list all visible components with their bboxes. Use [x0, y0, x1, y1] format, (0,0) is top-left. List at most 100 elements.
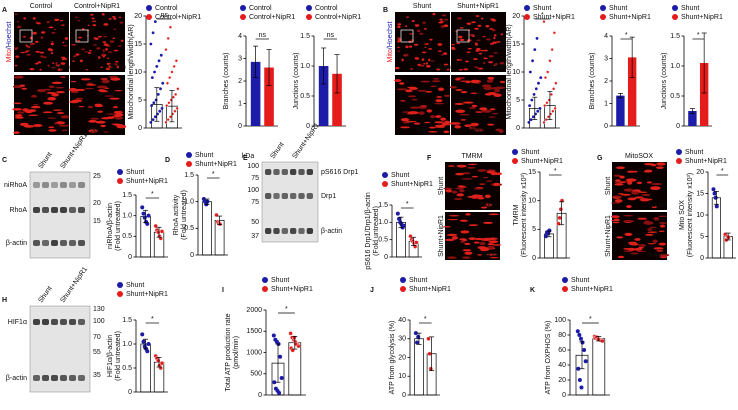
data-point — [557, 215, 562, 221]
micrograph-signal — [48, 126, 55, 129]
micrograph-signal — [475, 15, 480, 17]
y-tick-label: 0 — [604, 123, 608, 130]
micrograph-signal — [630, 252, 639, 255]
micrograph-signal — [468, 224, 479, 227]
micrograph-signal — [436, 96, 442, 98]
data-point — [164, 120, 168, 124]
blot-band — [281, 228, 288, 234]
legend-marker — [117, 291, 123, 297]
blot-band — [33, 240, 40, 246]
error-bar — [334, 54, 340, 94]
blot-band — [273, 228, 280, 234]
bar — [202, 201, 212, 256]
blot-band — [60, 319, 67, 325]
micrograph-signal — [63, 57, 68, 60]
blot-band — [69, 319, 76, 325]
label: Shunt — [37, 151, 53, 170]
micrograph-signal — [103, 95, 115, 97]
micrograph-signal — [58, 124, 70, 127]
micrograph-signal — [481, 84, 492, 88]
y-tick-label: 100 — [554, 317, 566, 324]
micrograph-signal — [20, 51, 26, 54]
micrograph-signal — [466, 166, 476, 169]
panel-label: A — [2, 7, 7, 14]
data-point — [397, 216, 402, 221]
micrograph-signal — [12, 107, 23, 111]
y-tick-label: 2000 — [246, 307, 262, 314]
significance-label: * — [151, 191, 154, 198]
micrograph-signal — [649, 226, 657, 229]
data-point — [159, 361, 165, 366]
micrograph-signal — [657, 215, 668, 217]
blot-band — [42, 182, 49, 188]
micrograph-signal — [114, 90, 123, 92]
legend-label: Shunt+NipR1 — [681, 14, 723, 21]
micrograph-signal — [433, 78, 440, 80]
micrograph-signal — [441, 122, 451, 126]
data-point — [174, 59, 178, 63]
micrograph-signal — [426, 64, 431, 68]
blot-band — [265, 228, 272, 234]
y-tick-label: 1.5 — [670, 33, 680, 40]
micrograph-signal — [112, 37, 116, 39]
micrograph-signal — [100, 124, 107, 128]
inset-box — [456, 29, 470, 43]
label: Control — [30, 3, 53, 10]
y-tick-label: 3 — [604, 55, 608, 62]
micrograph-signal — [485, 24, 490, 28]
data-point — [272, 380, 277, 385]
micrograph-signal — [473, 58, 478, 60]
micrograph-signal — [61, 129, 68, 132]
micrograph-signal — [105, 67, 111, 71]
significance-label: * — [697, 32, 700, 39]
micrograph-signal — [421, 58, 425, 61]
y-tick-label: 0 — [516, 125, 520, 132]
micrograph-signal — [27, 45, 31, 48]
micrograph-signal — [32, 124, 43, 127]
data-point — [543, 103, 547, 108]
micrograph-signal — [486, 180, 493, 182]
micrograph-signal — [489, 257, 499, 259]
y-tick-label: 1.0 — [122, 213, 132, 220]
micrograph-signal — [420, 105, 428, 107]
data-point — [546, 70, 550, 74]
micrograph-signal — [399, 82, 405, 85]
micrograph-signal — [84, 51, 88, 53]
significance-label: * — [589, 316, 592, 323]
micrograph-signal — [78, 36, 83, 39]
micrograph-signal — [32, 104, 39, 106]
micrograph-signal — [458, 68, 463, 71]
data-point — [157, 59, 161, 63]
micrograph-signal — [484, 49, 488, 52]
micrograph-signal — [443, 24, 449, 28]
data-point — [530, 98, 534, 102]
legend-marker — [672, 14, 678, 20]
micrograph-signal — [473, 66, 479, 68]
data-point — [528, 104, 532, 107]
micrograph-signal — [616, 166, 625, 170]
micrograph-signal — [465, 60, 469, 63]
micrograph-signal — [88, 129, 99, 133]
data-point — [711, 187, 716, 192]
y-tick-label: 20 — [696, 169, 704, 176]
micrograph-signal — [60, 24, 65, 26]
micrograph-signal — [646, 181, 652, 184]
blot-band — [33, 207, 40, 213]
data-point — [545, 101, 549, 105]
error-bar — [411, 236, 417, 246]
y-tick-label: 1 — [238, 100, 242, 107]
micrograph-signal — [32, 17, 36, 20]
stain-hoechst: /Hoechst — [6, 22, 13, 50]
micrograph-signal — [43, 101, 54, 105]
micrograph-signal — [87, 105, 93, 109]
data-point — [596, 337, 601, 342]
micrograph-signal — [51, 93, 59, 97]
micrograph-signal — [405, 45, 409, 49]
micrograph-signal — [430, 60, 435, 62]
micrograph-signal — [62, 41, 65, 44]
micrograph-signal — [447, 165, 455, 167]
micrograph-signal — [113, 17, 117, 20]
y-axis-label: Branches (counts) — [223, 53, 230, 110]
micrograph-signal — [470, 79, 480, 84]
data-point — [426, 336, 431, 341]
